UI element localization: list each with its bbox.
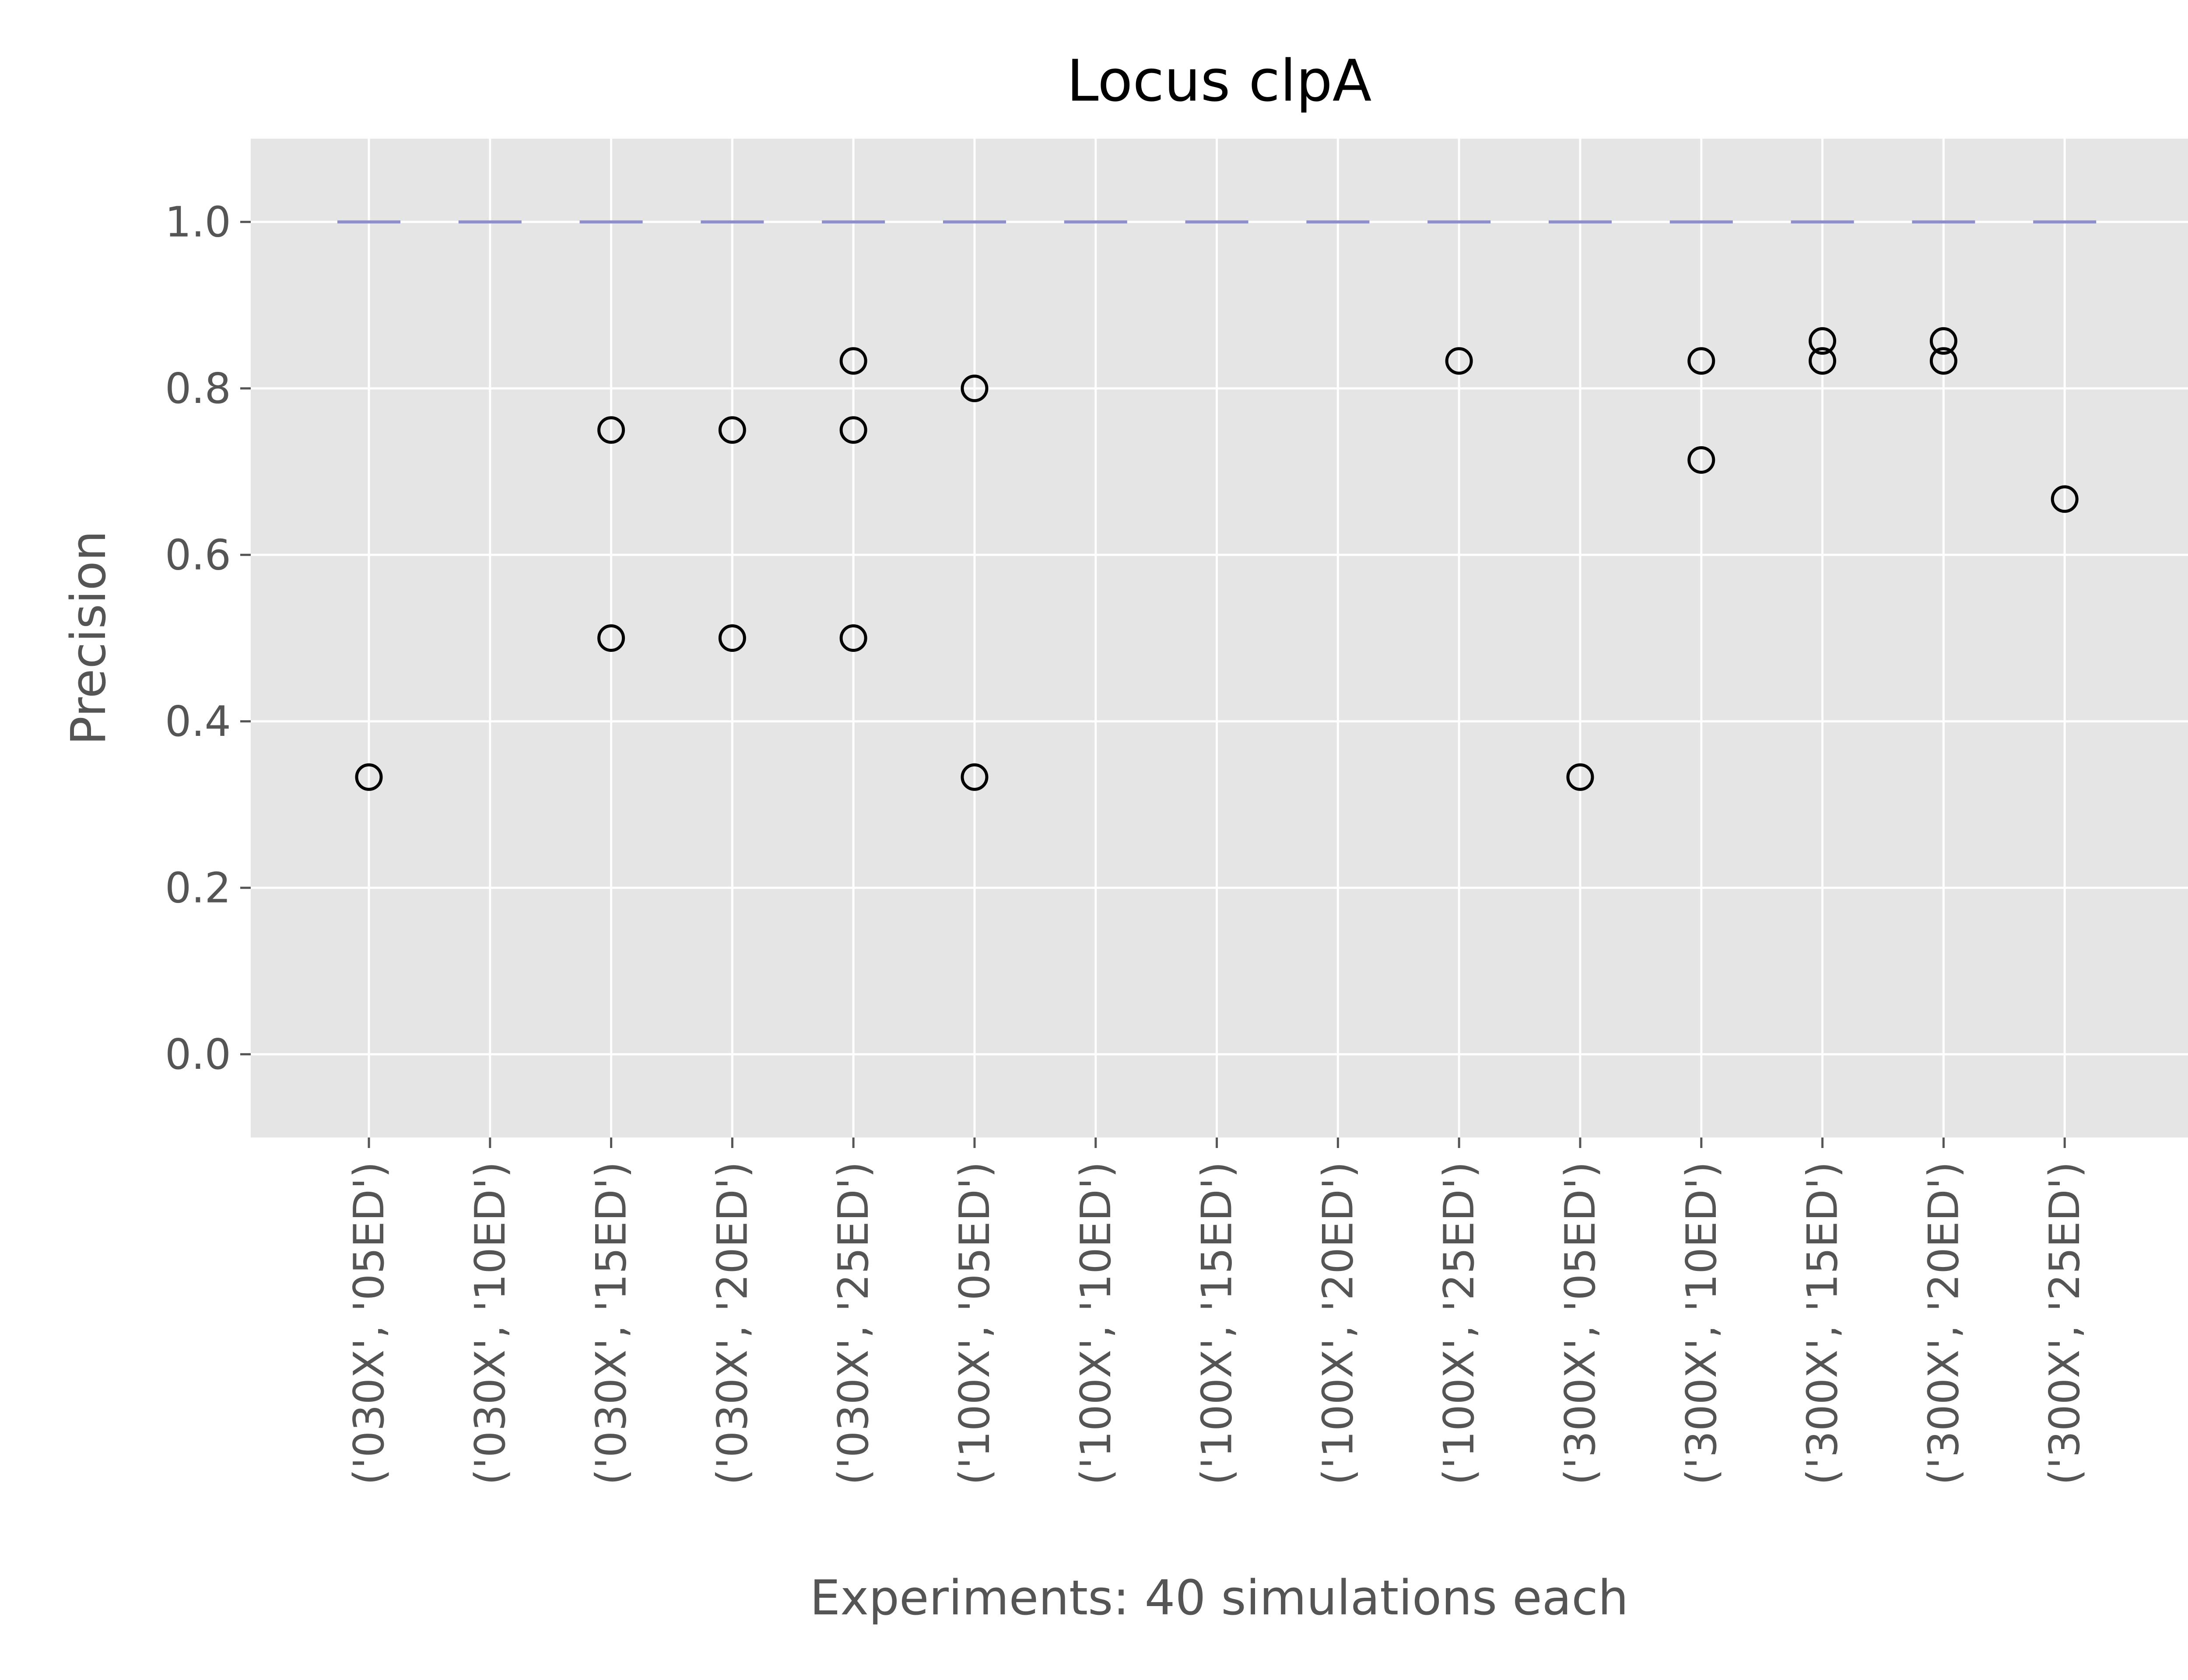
x-tick-label: ('030X', '25ED') (830, 1162, 878, 1485)
outlier-point (961, 374, 989, 402)
y-tick-label: 1.0 (165, 198, 231, 246)
x-tick-label: ('100X', '25ED') (1435, 1162, 1483, 1485)
outlier-point (839, 416, 867, 444)
y-tick-label: 0.8 (165, 365, 231, 413)
x-tick-label: ('100X', '20ED') (1314, 1162, 1362, 1485)
plot-background (251, 139, 2188, 1138)
x-tick-label: ('300X', '25ED') (2041, 1162, 2089, 1485)
x-tick-label: ('300X', '05ED') (1557, 1162, 1605, 1485)
outlier-point (1687, 446, 1715, 474)
x-tick-label: ('100X', '10ED') (1072, 1162, 1120, 1485)
outlier-point (1929, 327, 1957, 355)
x-tick-label: ('030X', '20ED') (708, 1162, 757, 1485)
outlier-point (718, 624, 746, 652)
y-tick-label: 0.0 (165, 1031, 231, 1079)
x-tick-label: ('300X', '15ED') (1799, 1162, 1847, 1485)
outlier-point (961, 763, 989, 791)
outlier-point (2051, 485, 2079, 513)
outlier-layer (355, 327, 2079, 791)
x-tick-label: ('100X', '05ED') (951, 1162, 999, 1485)
outlier-point (597, 624, 625, 652)
outlier-point (718, 416, 746, 444)
outlier-point (839, 624, 867, 652)
y-tick-label: 0.6 (165, 531, 231, 579)
x-axis-label: Experiments: 40 simulations each (810, 1570, 1629, 1626)
chart-title: Locus clpA (1067, 47, 1372, 114)
x-tick-label: ('300X', '10ED') (1678, 1162, 1726, 1485)
outlier-point (1809, 327, 1837, 355)
x-tick-label: ('030X', '15ED') (588, 1162, 636, 1485)
x-tick-label: ('030X', '05ED') (345, 1162, 393, 1485)
outlier-point (1566, 763, 1594, 791)
tick-layer: 0.0 0.2 0.4 0.6 0.8 1.0 ('030X', '05ED') ('030X… (165, 198, 2089, 1485)
outlier-point (355, 763, 383, 791)
outlier-point (597, 416, 625, 444)
x-tick-label: ('100X', '15ED') (1193, 1162, 1241, 1485)
outlier-point (839, 347, 867, 375)
x-tick-label: ('030X', '10ED') (466, 1162, 515, 1485)
y-axis-label: Precision (60, 531, 116, 746)
outlier-point (1929, 347, 1957, 375)
x-tick-label: ('300X', '20ED') (1920, 1162, 1968, 1485)
outlier-point (1687, 347, 1715, 375)
y-tick-label: 0.2 (165, 864, 231, 912)
outlier-point (1809, 347, 1837, 375)
y-tick-label: 0.4 (165, 698, 231, 746)
outlier-point (1445, 347, 1473, 375)
